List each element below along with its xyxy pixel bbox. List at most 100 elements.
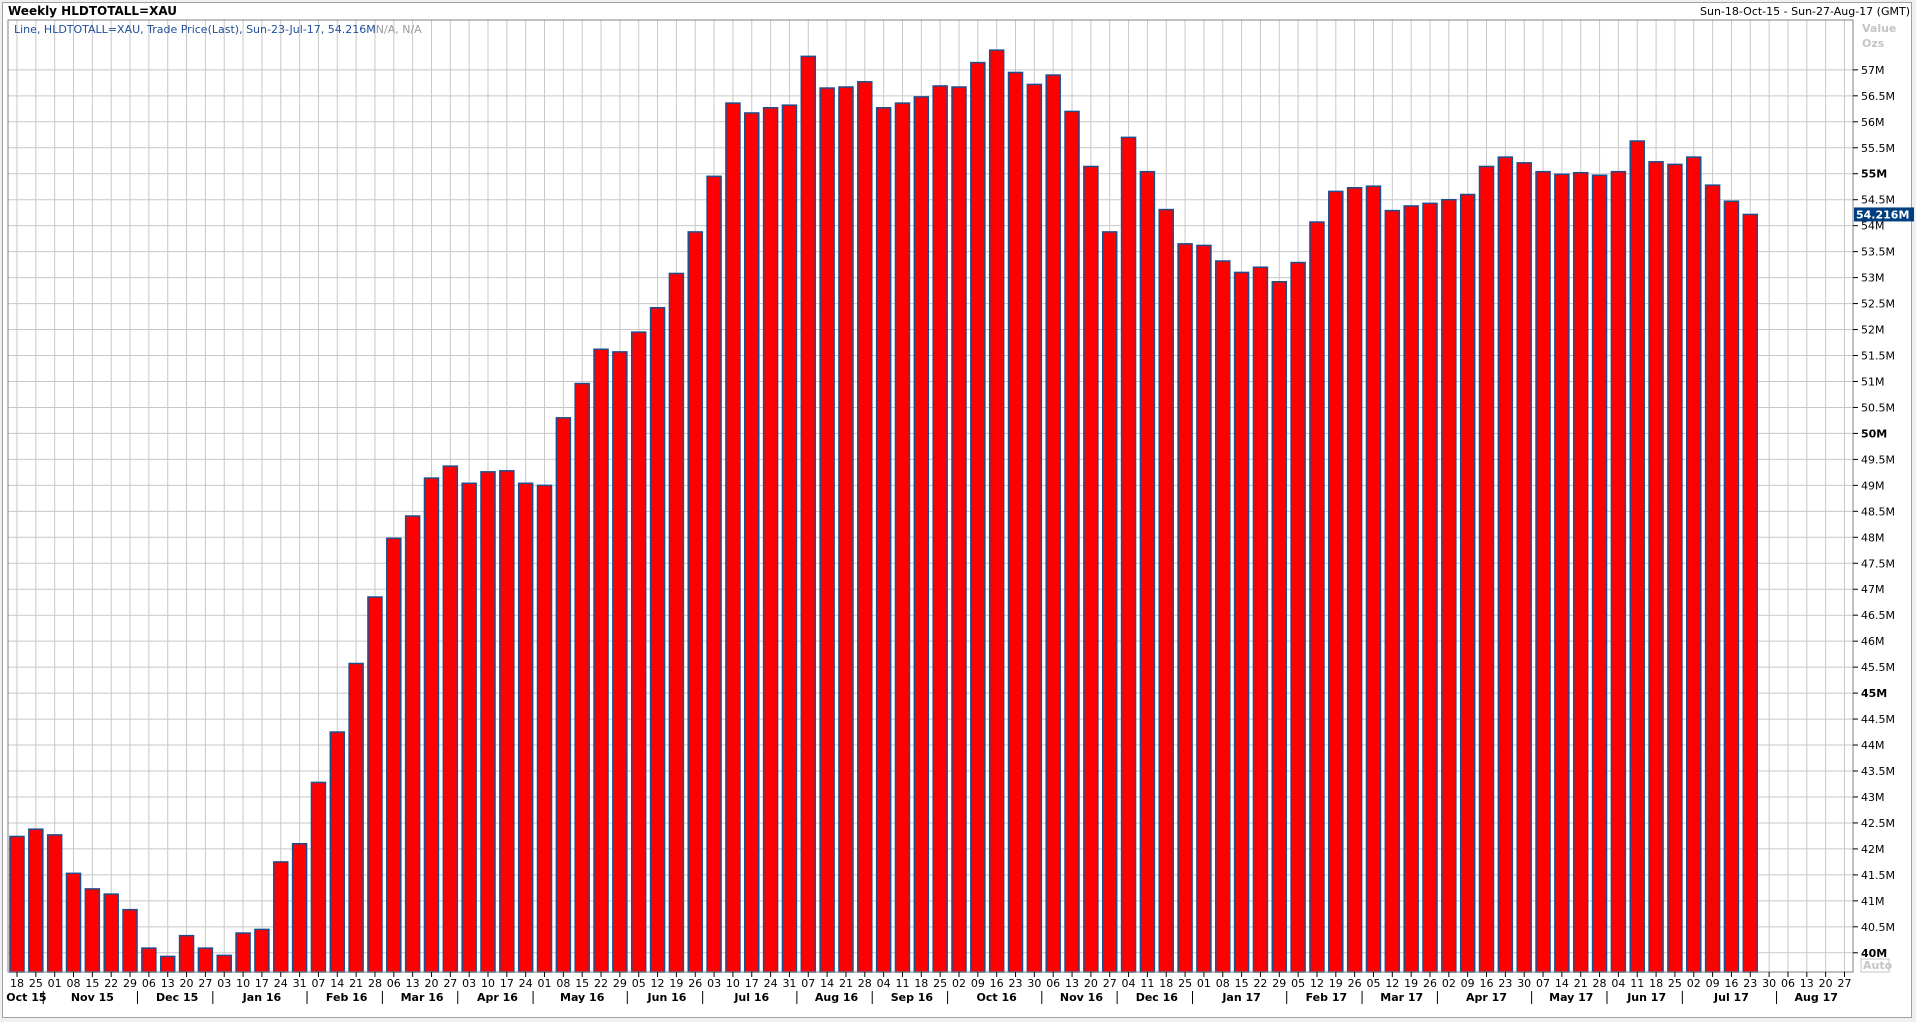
bar[interactable]: [1497, 156, 1514, 973]
bar[interactable]: [1648, 161, 1664, 973]
bar[interactable]: [499, 470, 515, 973]
bar[interactable]: [1365, 185, 1382, 973]
bar[interactable]: [1215, 260, 1231, 973]
bar[interactable]: [574, 382, 590, 973]
bar[interactable]: [706, 175, 722, 973]
bar[interactable]: [668, 272, 685, 973]
bar[interactable]: [1422, 202, 1438, 973]
bar[interactable]: [781, 104, 798, 973]
bar[interactable]: [517, 482, 534, 973]
bar[interactable]: [1196, 244, 1212, 973]
bar[interactable]: [875, 107, 892, 973]
bar[interactable]: [762, 107, 779, 973]
bar[interactable]: [687, 231, 703, 973]
bar[interactable]: [1686, 156, 1702, 973]
bar[interactable]: [649, 306, 666, 973]
bar[interactable]: [1591, 174, 1608, 973]
bar[interactable]: [894, 102, 911, 973]
bar[interactable]: [1309, 221, 1325, 973]
bar[interactable]: [1007, 71, 1024, 973]
bar[interactable]: [404, 515, 421, 973]
bar[interactable]: [480, 471, 496, 973]
bar[interactable]: [932, 85, 948, 973]
bar[interactable]: [1328, 190, 1344, 973]
bar[interactable]: [122, 908, 138, 973]
bar[interactable]: [1177, 243, 1193, 973]
bar[interactable]: [367, 596, 383, 973]
bar[interactable]: [1064, 110, 1080, 973]
bar[interactable]: [1233, 271, 1250, 973]
bar[interactable]: [178, 934, 195, 973]
bar[interactable]: [442, 465, 459, 973]
auto-scale-button[interactable]: [1860, 958, 1890, 973]
bar[interactable]: [1346, 187, 1363, 973]
bar[interactable]: [1290, 261, 1306, 973]
x-day-label: 22: [594, 977, 608, 990]
bar[interactable]: [1742, 213, 1759, 973]
y-unit-ozs: Ozs: [1862, 37, 1885, 50]
bar[interactable]: [141, 947, 157, 973]
bar[interactable]: [857, 81, 873, 973]
bar[interactable]: [1516, 162, 1532, 973]
bar[interactable]: [461, 482, 477, 973]
bar[interactable]: [744, 112, 760, 973]
bar[interactable]: [1271, 281, 1288, 973]
bar[interactable]: [1441, 198, 1457, 973]
bar[interactable]: [1667, 163, 1683, 973]
bar[interactable]: [1045, 74, 1061, 973]
bar[interactable]: [310, 781, 327, 973]
bar[interactable]: [1535, 170, 1551, 973]
bar[interactable]: [1158, 208, 1174, 973]
bar[interactable]: [1384, 209, 1401, 973]
bar[interactable]: [970, 61, 986, 973]
bar[interactable]: [1572, 171, 1589, 973]
x-day-label: 03: [217, 977, 231, 990]
bar[interactable]: [1629, 140, 1645, 973]
bar[interactable]: [1459, 193, 1476, 973]
x-month-label: Jul 17: [1713, 991, 1749, 1004]
bar[interactable]: [725, 102, 741, 973]
bar[interactable]: [1120, 136, 1137, 973]
bar[interactable]: [1610, 170, 1627, 973]
bar[interactable]: [1252, 266, 1269, 973]
bar[interactable]: [800, 55, 817, 973]
bar[interactable]: [235, 932, 251, 973]
bar[interactable]: [838, 86, 854, 973]
bar[interactable]: [329, 731, 346, 973]
bar[interactable]: [423, 477, 440, 973]
bar[interactable]: [46, 834, 63, 973]
bar[interactable]: [1101, 231, 1118, 973]
bar[interactable]: [536, 484, 553, 973]
bar[interactable]: [159, 955, 176, 973]
bar[interactable]: [951, 86, 967, 973]
bar[interactable]: [1554, 173, 1570, 973]
bar[interactable]: [1403, 205, 1419, 973]
bar[interactable]: [630, 331, 647, 973]
bar[interactable]: [1704, 184, 1721, 973]
bar[interactable]: [386, 537, 402, 973]
bar[interactable]: [1026, 83, 1043, 973]
bar[interactable]: [348, 662, 364, 973]
bar[interactable]: [9, 835, 25, 973]
bar[interactable]: [291, 842, 308, 973]
bar[interactable]: [103, 893, 119, 973]
bar[interactable]: [988, 49, 1005, 973]
bar[interactable]: [28, 828, 44, 973]
bar[interactable]: [612, 351, 628, 973]
bar[interactable]: [197, 947, 214, 973]
bar[interactable]: [216, 954, 232, 973]
bar[interactable]: [1478, 165, 1495, 973]
bar[interactable]: [254, 928, 270, 973]
bar[interactable]: [84, 888, 101, 973]
bar[interactable]: [555, 417, 572, 973]
bar[interactable]: [593, 348, 609, 973]
bar[interactable]: [1083, 165, 1099, 973]
x-day-label: 19: [1329, 977, 1343, 990]
bar[interactable]: [1723, 200, 1740, 973]
bar[interactable]: [913, 96, 930, 973]
bar[interactable]: [273, 861, 289, 973]
bar[interactable]: [1139, 170, 1156, 973]
bar[interactable]: [65, 872, 82, 973]
bar[interactable]: [819, 87, 835, 973]
